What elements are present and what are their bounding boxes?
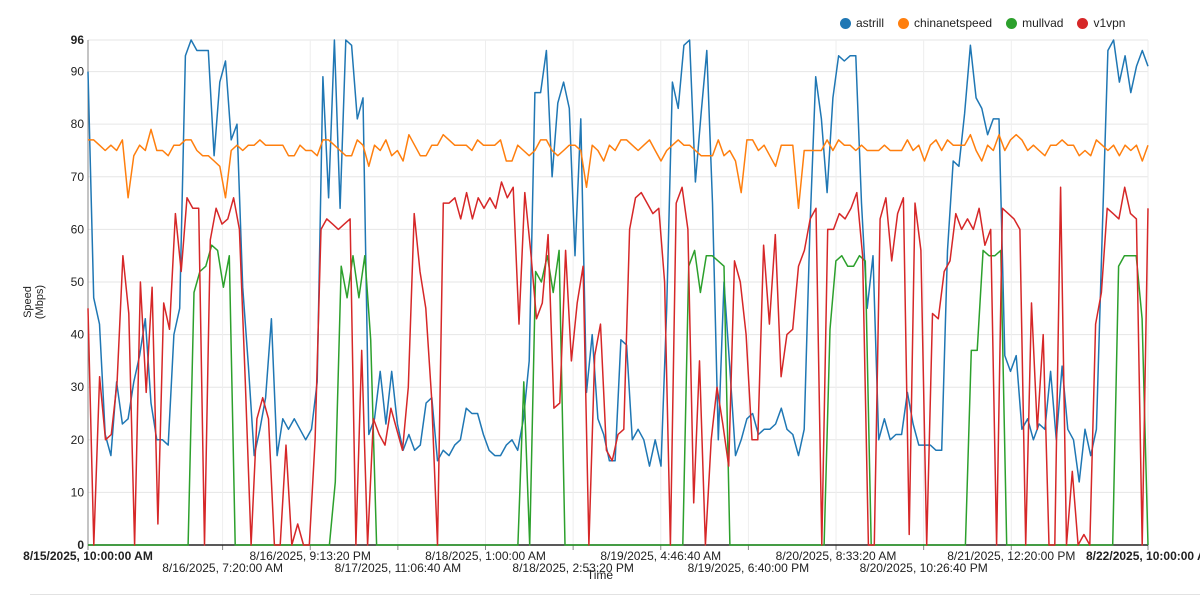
series-line-mullvad	[88, 244, 1149, 546]
y-tick-label: 30	[71, 380, 85, 394]
legend-dot-icon	[1006, 17, 1018, 29]
legend-item-astrill[interactable]: astrill	[840, 16, 884, 30]
legend-label: v1vpn	[1093, 16, 1126, 30]
x-tick-label: 8/17/2025, 11:06:40 AM	[335, 561, 462, 575]
legend-dot-icon	[1077, 17, 1089, 29]
y-tick-label: 60	[71, 222, 85, 236]
x-tick-label: 8/20/2025, 10:26:40 PM	[860, 561, 988, 575]
x-tick-label: 8/16/2025, 9:13:20 PM	[250, 549, 371, 563]
x-tick-label: 8/16/2025, 7:20:00 AM	[162, 561, 283, 575]
x-axis-label: Time	[586, 568, 614, 582]
legend-label: astrill	[856, 16, 885, 30]
series-line-chinanetspeed	[88, 128, 1149, 210]
y-axis-label: Speed (Mbps)	[22, 284, 46, 320]
y-tick-label: 50	[71, 275, 85, 289]
y-tick-label: 96	[71, 33, 85, 47]
footer-divider	[30, 594, 1200, 595]
y-tick-label: 90	[71, 65, 85, 79]
legend-label: mullvad	[1022, 16, 1064, 30]
x-tick-label: 8/18/2025, 2:53:20 PM	[512, 561, 633, 575]
legend-item-chinanetspeed[interactable]: chinanetspeed	[898, 16, 992, 30]
legend-item-mullvad[interactable]: mullvad	[1006, 16, 1063, 30]
x-tick-label: 8/22/2025, 10:00:00 AM	[1086, 549, 1200, 563]
legend-dot-icon	[840, 17, 851, 29]
legend-dot-icon	[898, 17, 910, 29]
legend-label: chinanetspeed	[914, 16, 993, 30]
series-line-v1vpn	[87, 181, 1149, 546]
y-tick-label: 40	[71, 328, 85, 342]
x-tick-label: 8/19/2025, 4:46:40 AM	[600, 549, 721, 563]
x-tick-label: 8/21/2025, 12:20:00 PM	[947, 549, 1075, 563]
x-tick-label: 8/15/2025, 10:00:00 AM	[23, 549, 153, 563]
legend: astrill chinanetspeed mullvad v1vpn	[840, 16, 1139, 30]
x-tick-label: 8/20/2025, 8:33:20 AM	[776, 549, 897, 563]
y-tick-label: 20	[71, 433, 85, 447]
legend-item-v1vpn[interactable]: v1vpn	[1077, 16, 1125, 30]
y-tick-label: 80	[71, 117, 85, 131]
y-tick-label: 10	[71, 485, 85, 499]
y-tick-label: 70	[71, 170, 85, 184]
y-tick-label: 0	[77, 538, 84, 552]
x-tick-label: 8/18/2025, 1:00:00 AM	[425, 549, 546, 563]
x-tick-label: 8/19/2025, 6:40:00 PM	[688, 561, 809, 575]
